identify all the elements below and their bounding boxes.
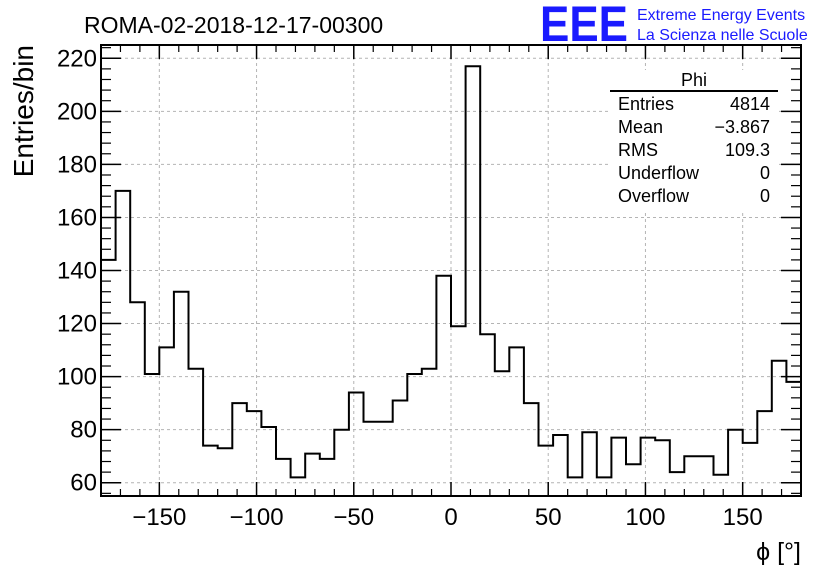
x-tick-label: −150 — [132, 504, 186, 531]
y-tick-label: 180 — [57, 151, 97, 178]
x-tick-label: 50 — [535, 504, 562, 531]
stats-label-rms: RMS — [618, 140, 658, 160]
stats-box-background — [610, 70, 778, 210]
y-tick-label: 220 — [57, 45, 97, 72]
x-tick-label: −100 — [230, 504, 284, 531]
stats-value-overflow: 0 — [760, 186, 770, 206]
y-tick-label: 160 — [57, 204, 97, 231]
y-tick-label: 60 — [70, 470, 97, 497]
stats-value-rms: 109.3 — [725, 140, 770, 160]
y-axis-label: Entries/bin — [8, 45, 39, 177]
eee-logo-letters: EEE — [540, 0, 628, 52]
y-tick-label: 80 — [70, 417, 97, 444]
eee-logo-line2: La Scienza nelle Scuole — [637, 27, 808, 44]
x-tick-label: 0 — [444, 504, 457, 531]
x-tick-label: 150 — [723, 504, 763, 531]
x-tick-label: 100 — [625, 504, 665, 531]
y-tick-label: 120 — [57, 311, 97, 338]
stats-box: Phi Entries 4814 Mean −3.867 RMS 109.3 U… — [610, 70, 778, 210]
stats-label-underflow: Underflow — [618, 163, 700, 183]
eee-logo-line1: Extreme Energy Events — [637, 7, 805, 24]
x-axis-label: ϕ [°] — [756, 538, 801, 566]
stats-label-mean: Mean — [618, 117, 663, 137]
stats-value-entries: 4814 — [730, 94, 770, 114]
stats-label-entries: Entries — [618, 94, 674, 114]
chart-title: ROMA-02-2018-12-17-00300 — [84, 12, 383, 38]
histogram-series-line — [101, 65, 802, 479]
y-tick-label: 200 — [57, 98, 97, 125]
stats-box-title: Phi — [681, 70, 707, 90]
stats-value-mean: −3.867 — [714, 117, 770, 137]
eee-logo: EEE Extreme Energy Events La Scienza nel… — [540, 0, 808, 52]
y-tick-label: 100 — [57, 364, 97, 391]
axis-tick-labels: −150 −100 −50 0 50 100 150 60 80 100 120 140 160 180 2… — [57, 45, 763, 531]
axis-ticks — [100, 45, 802, 496]
stats-label-overflow: Overflow — [618, 186, 690, 206]
x-tick-label: −50 — [333, 504, 374, 531]
y-tick-label: 140 — [57, 258, 97, 285]
stats-value-underflow: 0 — [760, 163, 770, 183]
